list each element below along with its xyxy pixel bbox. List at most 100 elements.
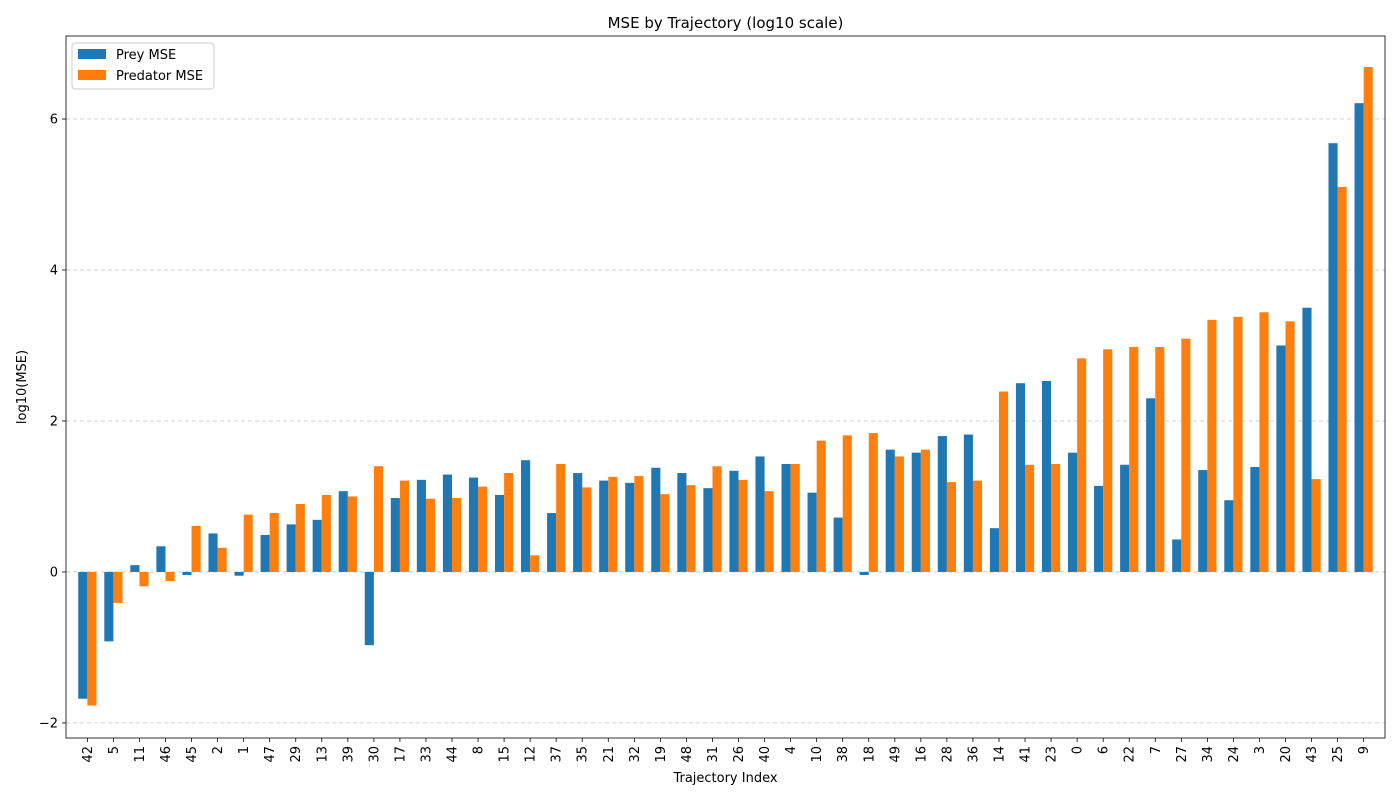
x-tick-label: 1 [237,746,252,754]
x-tick-label: 4 [784,746,799,754]
predator-bar-13 [321,494,331,572]
predator-bar-0 [1077,358,1087,572]
x-tick-label: 21 [602,746,617,763]
x-tick-label: 35 [576,746,591,763]
plot-frame [65,35,1386,739]
bars [78,66,1373,706]
x-tick-label: 20 [1279,746,1294,763]
legend-swatch-predator [78,70,106,80]
prey-bar-11 [130,565,140,572]
x-tick-label: 29 [289,746,304,763]
prey-bar-32 [625,482,635,572]
prey-bar-40 [755,456,765,572]
prey-bar-42 [78,571,88,699]
prey-bar-0 [1068,452,1078,572]
prey-bar-13 [312,519,322,572]
predator-bar-24 [1233,316,1243,572]
prey-bar-24 [1224,500,1234,572]
predator-bar-28 [946,482,957,572]
predator-bar-11 [139,571,149,587]
prey-bar-47 [260,534,270,572]
axes [62,35,1386,742]
prey-bar-9 [1354,103,1364,572]
prey-bar-1 [234,571,244,576]
predator-bar-27 [1181,338,1191,572]
x-tick-label: 41 [1019,746,1034,763]
x-tick-label: 30 [367,746,382,763]
x-tick-label: 27 [1175,746,1190,763]
x-tick-label: 38 [836,746,851,763]
chart-title: MSE by Trajectory (log10 scale) [608,14,844,32]
prey-bar-34 [1198,470,1208,572]
predator-bar-18 [868,433,878,572]
prey-bar-37 [547,513,557,572]
predator-bar-2 [217,547,227,572]
prey-bar-27 [1172,539,1182,572]
predator-bar-3 [1259,312,1269,572]
predator-bar-20 [1285,321,1295,572]
predator-bar-23 [1051,463,1061,572]
prey-bar-19 [651,467,661,572]
prey-bar-49 [885,449,895,572]
predator-bar-10 [816,440,826,572]
predator-bar-32 [634,476,644,572]
prey-bar-5 [104,571,114,642]
legend-box [71,42,215,90]
prey-bar-45 [182,571,192,575]
y-tick-label: 2 [50,414,58,429]
prey-bar-31 [703,488,713,572]
prey-bar-48 [677,473,687,572]
predator-bar-22 [1129,346,1139,572]
predator-bar-9 [1363,66,1373,572]
prey-bar-36 [963,434,973,572]
prey-bar-41 [1015,383,1026,572]
prey-bar-23 [1041,380,1052,572]
predator-bar-25 [1337,186,1347,572]
predator-bar-43 [1311,479,1321,572]
prey-bar-30 [364,571,374,646]
predator-bar-19 [660,494,670,572]
legend-label-prey: Prey MSE [116,48,176,63]
x-tick-label: 7 [1149,746,1164,754]
x-tick-label: 17 [393,746,408,763]
x-tick-label: 25 [1331,746,1346,763]
predator-bar-42 [87,571,97,706]
predator-bar-44 [452,497,462,572]
x-tick-label: 46 [159,746,174,763]
x-axis-title: Trajectory Index [672,771,777,786]
x-tick-label: 3 [1253,746,1268,754]
x-tick-label: 37 [550,746,565,763]
x-tick-label: 48 [680,746,695,763]
predator-bar-12 [530,555,540,572]
predator-bar-30 [373,466,383,572]
prey-bar-16 [911,452,921,572]
legend-label-predator: Predator MSE [116,69,203,84]
y-tick-label: 0 [50,565,58,580]
prey-bar-20 [1276,345,1286,572]
predator-bar-36 [972,480,983,572]
x-tick-label: 15 [498,746,513,763]
x-tick-label: 26 [732,746,747,763]
predator-bar-16 [920,449,930,572]
predator-bar-21 [608,476,618,572]
x-tick-label: 24 [1227,746,1242,763]
y-tick-label: 6 [50,113,58,128]
predator-bar-34 [1207,319,1217,572]
prey-bar-6 [1094,485,1104,572]
predator-bar-37 [556,463,566,572]
prey-bar-4 [781,463,791,572]
x-tick-label: 33 [419,746,434,763]
y-tick-label: −2 [39,716,58,731]
predator-bar-47 [269,513,279,572]
x-tick-label: 10 [810,746,825,763]
x-tick-label: 34 [1201,746,1216,763]
y-tick-label: 4 [50,264,58,279]
x-tick-label: 23 [1045,746,1060,763]
predator-bar-41 [1025,464,1035,572]
predator-bar-7 [1155,346,1165,572]
x-tick-label: 47 [263,746,278,763]
x-tick-label: 43 [1305,746,1320,763]
x-tick-label: 9 [1357,746,1372,754]
predator-bar-26 [738,479,748,572]
